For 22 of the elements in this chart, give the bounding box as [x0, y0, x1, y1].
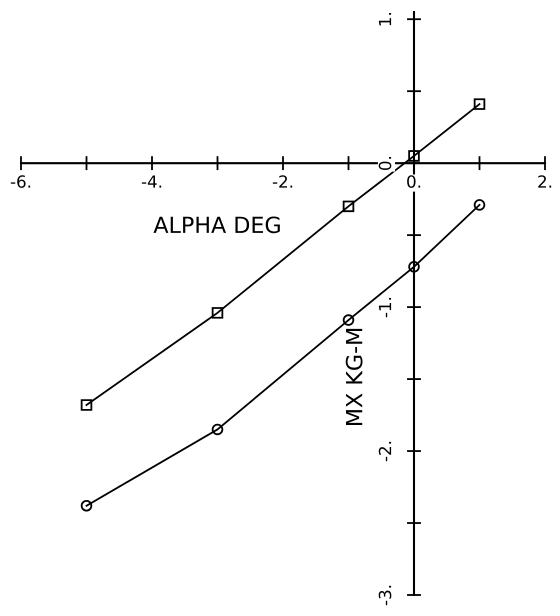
point: [212, 424, 224, 436]
point: [474, 98, 486, 110]
point: [408, 261, 420, 273]
x-tick-label: 0.: [407, 175, 420, 188]
y-tick-label: -1.: [378, 298, 392, 318]
y-axis-title: MX KG-M: [346, 328, 363, 425]
y-tick-label: -3.: [378, 586, 392, 606]
y-tick-label: 1.: [378, 13, 392, 26]
x-axis-title: ALPHA DEG: [154, 216, 280, 234]
point: [80, 500, 92, 512]
point: [80, 399, 92, 411]
point: [408, 150, 420, 162]
point: [474, 199, 486, 211]
point: [342, 314, 354, 326]
y-tick-label: -2.: [378, 442, 392, 462]
y-tick-label: 0.: [378, 156, 392, 170]
x-tick-label: -2.: [272, 175, 292, 188]
x-tick-label: -4.: [142, 175, 162, 188]
point: [342, 200, 354, 212]
x-tick-label: 2.: [538, 175, 552, 188]
x-tick-label: -6.: [10, 175, 30, 188]
point: [212, 307, 224, 319]
